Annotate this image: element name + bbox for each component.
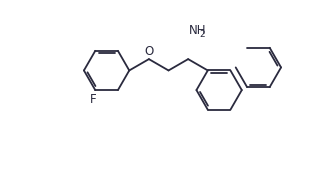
Text: NH: NH [189, 24, 207, 37]
Text: O: O [144, 45, 154, 58]
Text: 2: 2 [199, 30, 204, 39]
Text: F: F [90, 93, 97, 106]
